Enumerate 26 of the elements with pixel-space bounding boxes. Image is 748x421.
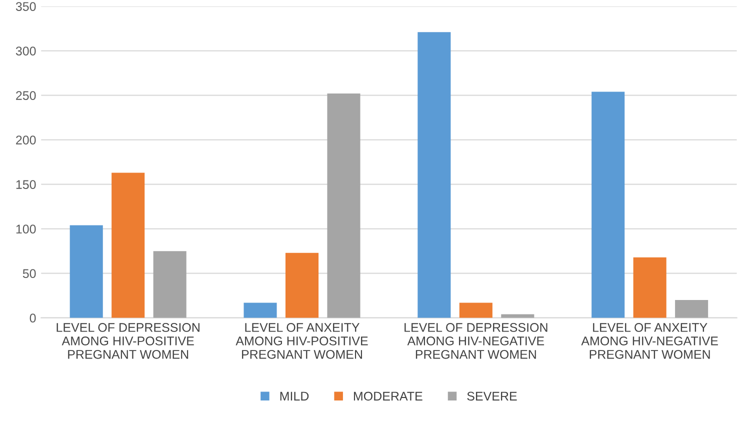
- bar: [153, 251, 186, 318]
- y-tick-label: 200: [16, 136, 36, 144]
- bar: [592, 92, 625, 318]
- x-tick-label: LEVEL OF DEPRESSION AMONG HIV-NEGATIVE PREGNANT WOMEN: [404, 323, 548, 359]
- bar: [327, 94, 360, 318]
- bar: [285, 252, 319, 318]
- bar: [244, 302, 277, 318]
- y-tick-label: 150: [16, 180, 36, 189]
- legend-label: MODERATE: [354, 392, 422, 401]
- bar: [70, 225, 103, 318]
- bar: [633, 257, 666, 318]
- bar: [418, 32, 451, 318]
- y-tick-label: 100: [16, 224, 36, 234]
- legend-label: MILD: [280, 392, 309, 400]
- bar: [675, 300, 708, 318]
- y-tick-label: 300: [16, 46, 36, 56]
- y-tick-label: 250: [16, 91, 36, 100]
- y-tick-label: 50: [22, 269, 36, 278]
- x-tick-label: LEVEL OF DEPRESSION AMONG HIV-POSITIVE PREGNANT WOMEN: [56, 323, 200, 359]
- bar: [112, 172, 145, 318]
- y-tick-label: 350: [16, 2, 36, 11]
- x-tick-label: LEVEL OF ANXEITY AMONG HIV-NEGATIVE PREGNANT WOMEN: [581, 323, 718, 359]
- legend-label: SEVERE: [467, 392, 517, 401]
- x-tick-label: LEVEL OF ANXEITY AMONG HIV-POSITIVE PREGNANT WOMEN: [236, 323, 368, 359]
- y-tick-label: 0: [30, 314, 36, 323]
- bar: [459, 302, 492, 318]
